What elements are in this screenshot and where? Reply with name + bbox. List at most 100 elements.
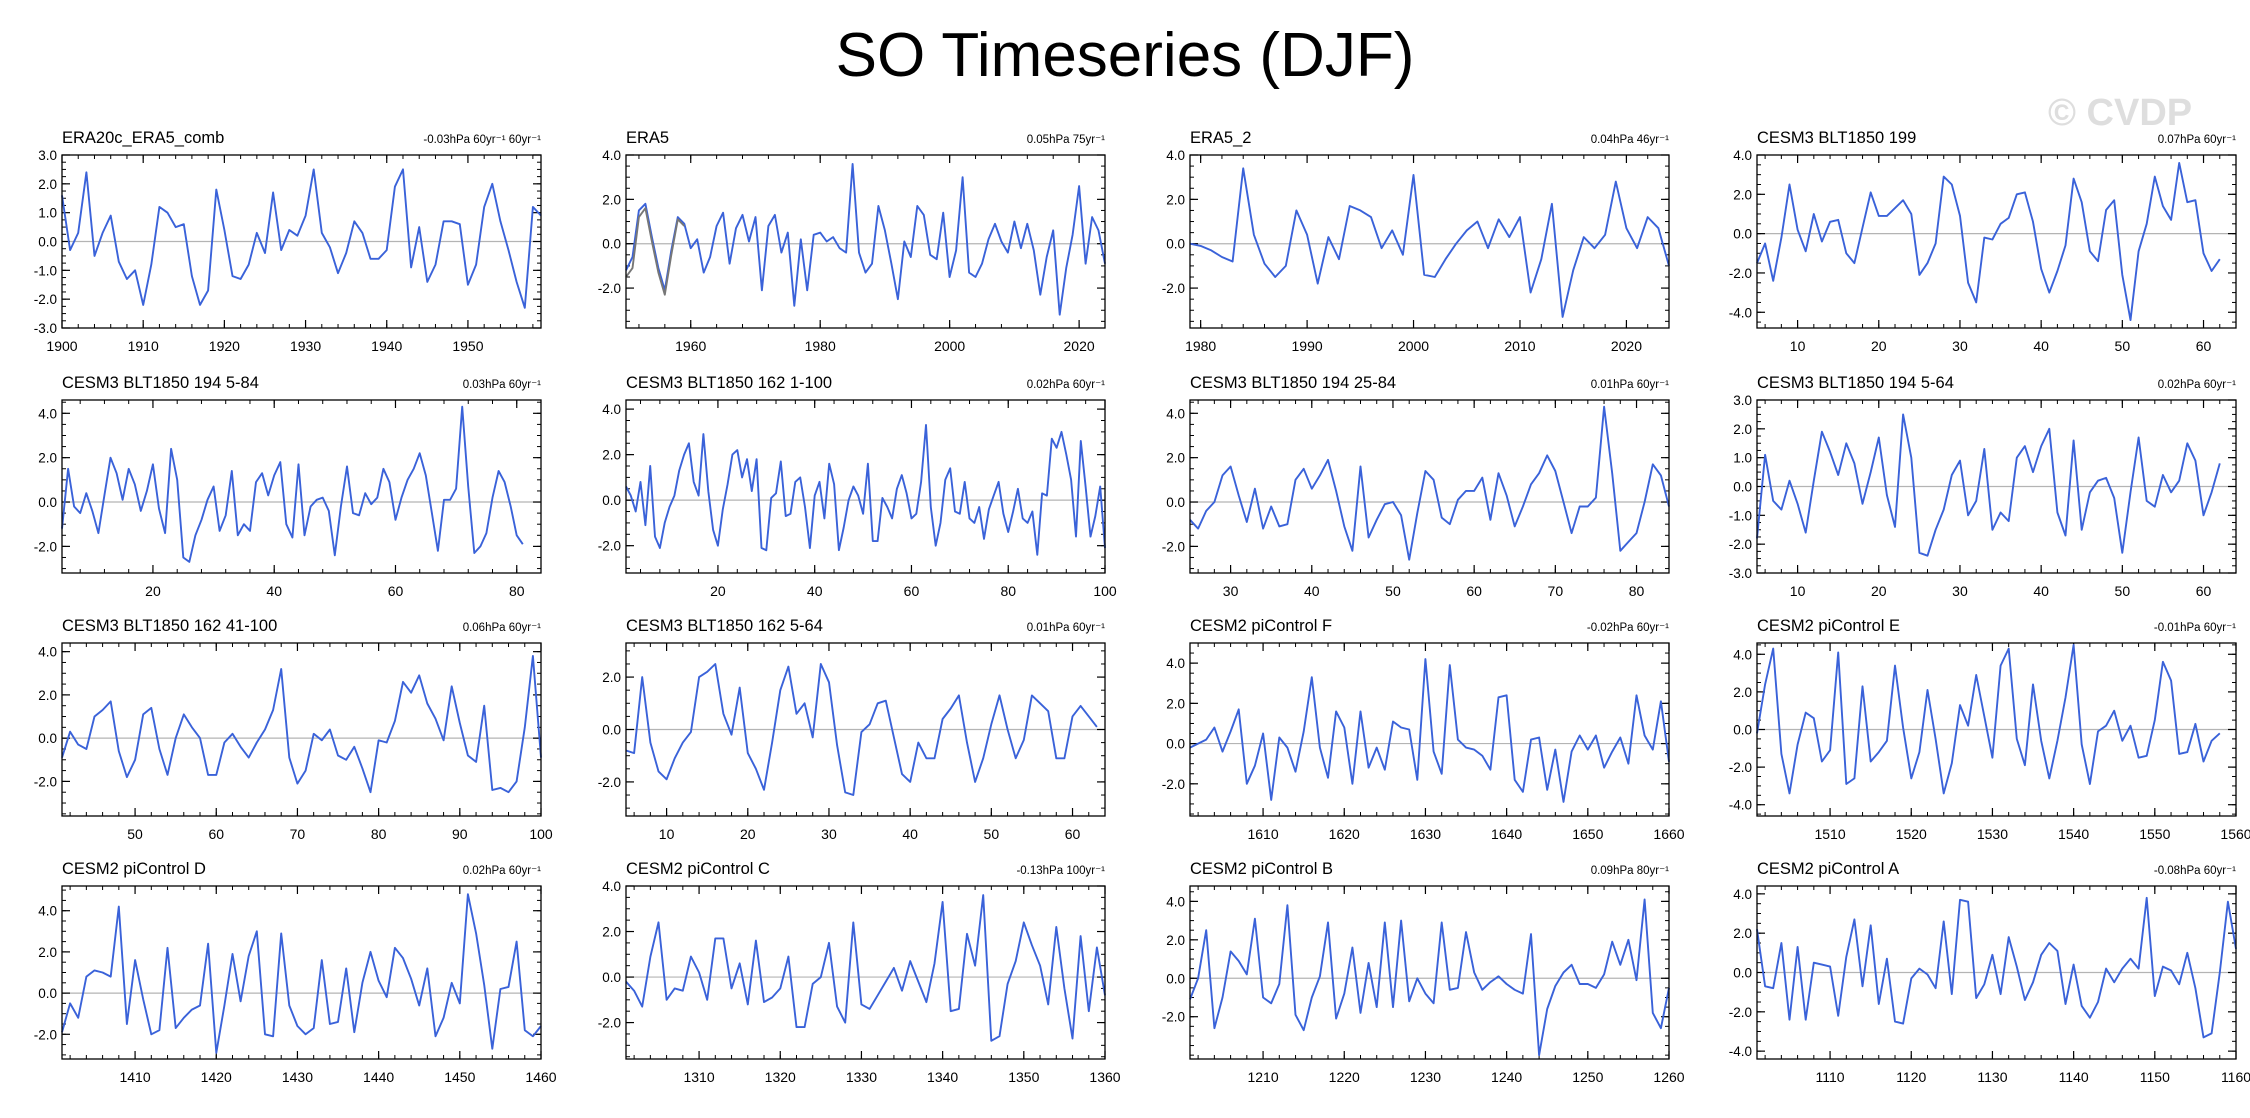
- panel-title: ERA20c_ERA5_comb: [62, 129, 224, 147]
- y-tick-label: 2.0: [38, 177, 57, 192]
- plot-frame: [1189, 399, 1670, 574]
- y-tick-label: -1.0: [34, 263, 57, 278]
- y-tick-label: 0.0: [1166, 971, 1185, 986]
- x-tick-label: 1220: [1329, 1069, 1360, 1085]
- series-line: [1189, 405, 1670, 561]
- series-line: [625, 424, 1106, 556]
- series-line: [1756, 643, 2221, 795]
- x-tick-label: 1320: [765, 1069, 796, 1085]
- series-line: [625, 663, 1098, 796]
- x-tick-label: 1360: [1089, 1069, 1120, 1085]
- y-tick-label: 4.0: [38, 406, 57, 421]
- panel-4: CESM3 BLT1850 199 0.07hPa 60yr⁻¹ 10 20 30 40 5…: [1729, 129, 2237, 354]
- series-line: [625, 162, 1106, 316]
- y-tick-label: 4.0: [1733, 647, 1752, 662]
- x-tick-label: 30: [1952, 583, 1968, 599]
- x-tick-label: 1920: [209, 338, 240, 354]
- plot-frame: [625, 885, 1106, 1060]
- x-tick-label: 1980: [1185, 338, 1216, 354]
- panel-11: CESM2 piControl F -0.02hPa 60yr⁻¹ 1610 1620…: [1162, 617, 1685, 842]
- x-tick-label: 1650: [1572, 826, 1603, 842]
- x-tick-label: 1990: [1292, 338, 1323, 354]
- panel-trend: 0.02hPa 60yr⁻¹: [1027, 379, 1105, 391]
- x-tick-label: 40: [902, 826, 918, 842]
- x-tick-label: 60: [1466, 583, 1482, 599]
- series-line: [61, 405, 524, 563]
- y-tick-label: -2.0: [1729, 537, 1752, 552]
- x-tick-label: 100: [529, 826, 553, 842]
- x-tick-label: 1350: [1008, 1069, 1039, 1085]
- panel-trend: -0.03hPa 60yr⁻¹ 60yr⁻¹: [423, 134, 541, 146]
- x-tick-label: 100: [1093, 583, 1117, 599]
- x-tick-label: 60: [2196, 338, 2212, 354]
- y-tick-label: -2.0: [1162, 281, 1185, 296]
- series-line: [61, 655, 542, 794]
- x-tick-label: 1900: [46, 338, 77, 354]
- y-tick-label: 4.0: [38, 645, 57, 660]
- panel-trend: 0.02hPa 60yr⁻¹: [2158, 379, 2236, 391]
- panel-trend: 0.01hPa 60yr⁻¹: [1027, 622, 1105, 634]
- panel-title: CESM3 BLT1850 162 1-100: [626, 374, 832, 392]
- panel-15: CESM2 piControl B 0.09hPa 80yr⁻¹ 1210 1220 1…: [1162, 860, 1685, 1085]
- panel-title: CESM2 piControl F: [1190, 617, 1332, 635]
- plot-frame: [625, 642, 1106, 817]
- y-tick-label: 2.0: [38, 451, 57, 466]
- y-tick-label: 2.0: [1166, 696, 1185, 711]
- panel-trend: 0.02hPa 60yr⁻¹: [463, 865, 541, 877]
- x-tick-label: 1530: [1977, 826, 2008, 842]
- y-tick-label: 0.0: [38, 235, 57, 250]
- y-tick-label: 4.0: [1166, 148, 1185, 163]
- x-tick-label: 50: [127, 826, 143, 842]
- panel-title: CESM3 BLT1850 194 5-84: [62, 374, 259, 392]
- panel-7: CESM3 BLT1850 194 25-84 0.01hPa 60yr⁻¹ 30 4…: [1162, 374, 1670, 599]
- x-tick-label: 1110: [1816, 1069, 1845, 1085]
- x-tick-label: 1140: [2059, 1069, 2089, 1085]
- x-tick-label: 50: [2115, 338, 2131, 354]
- x-tick-label: 40: [2033, 338, 2049, 354]
- plot-frame: [625, 399, 1106, 574]
- x-tick-label: 30: [1223, 583, 1239, 599]
- y-tick-label: -2.0: [1729, 1005, 1752, 1020]
- y-tick-label: 0.0: [1166, 237, 1185, 252]
- x-tick-label: 40: [2033, 583, 2049, 599]
- series-line: [1756, 413, 2221, 557]
- panel-trend: -0.01hPa 60yr⁻¹: [2154, 622, 2236, 634]
- series-line: [61, 168, 542, 309]
- series-line: [1756, 161, 2221, 322]
- panel-trend: -0.02hPa 60yr⁻¹: [1587, 622, 1669, 634]
- x-tick-label: 80: [509, 583, 525, 599]
- y-tick-label: -2.0: [598, 539, 621, 554]
- y-tick-label: 1.0: [1733, 451, 1752, 466]
- y-tick-label: 2.0: [1166, 933, 1185, 948]
- x-tick-label: 1420: [201, 1069, 232, 1085]
- x-tick-label: 90: [452, 826, 468, 842]
- y-tick-label: -2.0: [598, 775, 621, 790]
- x-tick-label: 1550: [2139, 826, 2170, 842]
- series-line: [1756, 896, 2237, 1039]
- y-tick-label: 2.0: [602, 448, 621, 463]
- x-tick-label: 1640: [1491, 826, 1522, 842]
- panel-title: CESM3 BLT1850 162 5-64: [626, 617, 823, 635]
- y-tick-label: 0.0: [1733, 966, 1752, 981]
- x-tick-label: 60: [388, 583, 404, 599]
- x-tick-label: 60: [904, 583, 920, 599]
- panel-title: CESM3 BLT1850 194 25-84: [1190, 374, 1396, 392]
- plot-frame: [1189, 154, 1670, 329]
- x-tick-label: 20: [740, 826, 756, 842]
- x-tick-label: 80: [1000, 583, 1016, 599]
- y-tick-label: -2.0: [34, 539, 57, 554]
- y-tick-label: 4.0: [1166, 656, 1185, 671]
- y-tick-label: -2.0: [1162, 1010, 1185, 1025]
- y-tick-label: 2.0: [1733, 422, 1752, 437]
- x-tick-label: 1130: [1977, 1069, 2007, 1085]
- y-tick-label: 4.0: [602, 402, 621, 417]
- panel-6: CESM3 BLT1850 162 1-100 0.02hPa 60yr⁻¹ 20 4…: [598, 374, 1117, 599]
- x-tick-label: 70: [290, 826, 306, 842]
- x-tick-label: 1440: [363, 1069, 394, 1085]
- series-line: [1189, 658, 1670, 803]
- x-tick-label: 70: [1548, 583, 1564, 599]
- x-tick-label: 50: [2115, 583, 2131, 599]
- x-tick-label: 1910: [128, 338, 159, 354]
- x-tick-label: 2010: [1504, 338, 1535, 354]
